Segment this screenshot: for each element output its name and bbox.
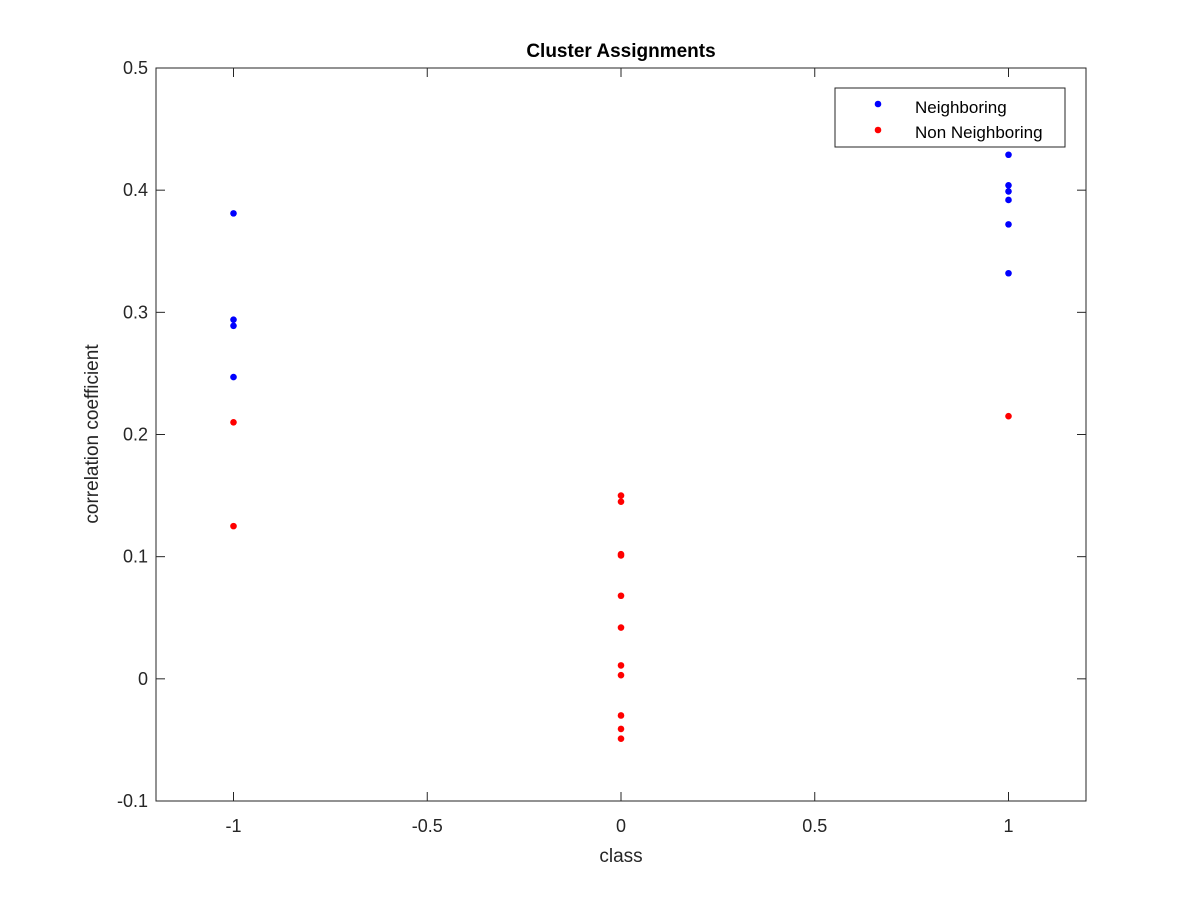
legend-marker-non-neighboring <box>874 126 882 134</box>
y-tick-label: -0.1 <box>117 791 148 811</box>
data-point-neighboring <box>1005 181 1012 189</box>
data-point-non-neighboring <box>617 552 625 559</box>
data-point-non-neighboring <box>617 492 625 499</box>
data-point-non-neighboring <box>617 592 625 600</box>
x-tick-label: 1 <box>1003 816 1013 836</box>
x-tick-label: -0.5 <box>412 816 443 836</box>
x-tick-label: 0.5 <box>802 816 827 836</box>
y-tick-label: 0 <box>138 669 148 689</box>
data-point-neighboring <box>230 373 237 381</box>
data-point-neighboring <box>1005 196 1012 204</box>
chart-title: Cluster Assignments <box>526 41 715 62</box>
x-tick-label: 0 <box>616 816 626 836</box>
y-axis-label: correlation coefficient <box>82 344 103 524</box>
data-point-non-neighboring <box>617 671 625 679</box>
x-tick-label: -1 <box>225 816 241 836</box>
data-point-neighboring <box>230 322 237 330</box>
y-tick-label: 0.1 <box>123 547 148 567</box>
y-tick-label: 0.5 <box>123 58 148 78</box>
data-point-neighboring <box>1005 151 1012 159</box>
y-tick-label: 0.4 <box>123 180 148 200</box>
y-tick-label: 0.2 <box>123 425 148 445</box>
legend-marker-neighboring <box>874 100 882 108</box>
data-point-non-neighboring <box>1005 412 1012 420</box>
data-point-neighboring <box>1005 188 1012 195</box>
data-points <box>230 151 1012 742</box>
data-point-neighboring <box>230 210 237 217</box>
axes-box <box>155 67 1087 802</box>
axis-ticks: -1 -0.5 0 0.5 1 -0.1 0 0.1 0.2 0.3 0.4 0.5 <box>117 58 1086 836</box>
plot-area <box>156 68 1086 801</box>
legend-box <box>834 87 1066 148</box>
data-point-non-neighboring <box>230 418 237 426</box>
data-point-non-neighboring <box>230 522 237 530</box>
data-point-non-neighboring <box>617 498 625 505</box>
legend: Neighboring Non Neighboring <box>834 87 1066 148</box>
data-point-non-neighboring <box>617 624 625 631</box>
data-point-non-neighboring <box>617 662 625 669</box>
data-point-non-neighboring <box>617 725 625 733</box>
legend-label-non-neighboring: Non Neighboring <box>915 123 1043 142</box>
data-point-non-neighboring <box>617 735 625 742</box>
data-point-neighboring <box>1005 269 1012 277</box>
data-point-neighboring <box>230 316 237 323</box>
x-axis-label: class <box>599 846 642 867</box>
data-point-non-neighboring <box>617 712 625 719</box>
y-tick-label: 0.3 <box>123 302 148 322</box>
legend-label-neighboring: Neighboring <box>915 98 1007 117</box>
data-point-neighboring <box>1005 221 1012 228</box>
